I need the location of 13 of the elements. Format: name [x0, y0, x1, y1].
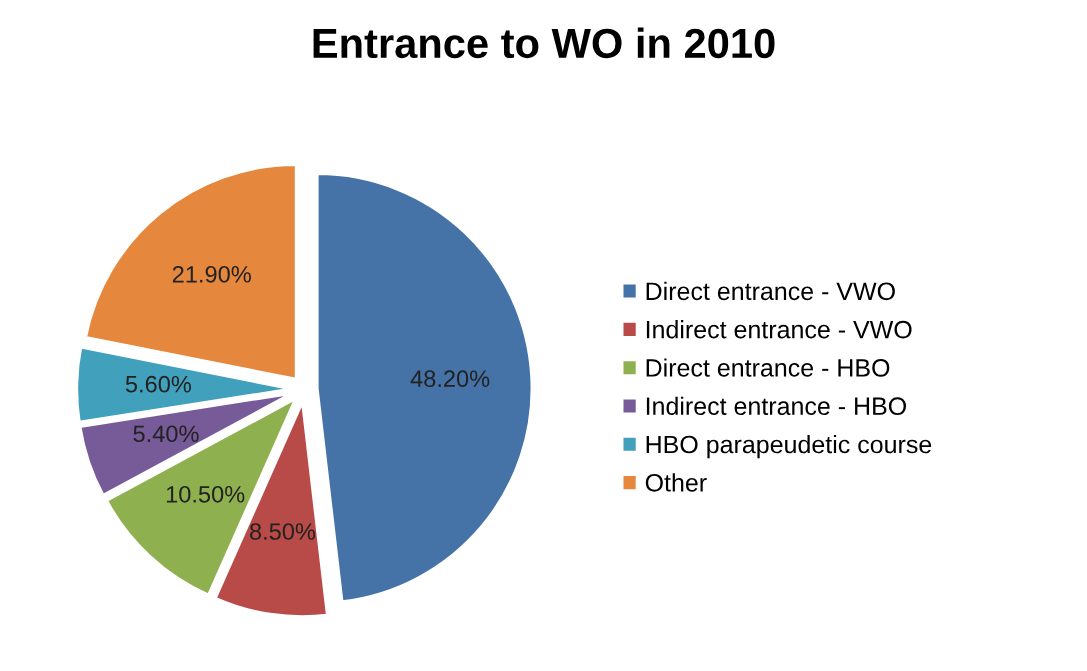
chart-title: Entrance to WO in 2010 [313, 27, 775, 59]
data-label: 5.40% [133, 425, 199, 443]
data-label: 5.60% [125, 375, 192, 393]
legend-label: Indirect entrance - VWO [646, 320, 912, 339]
legend-label: Direct entrance - VWO [646, 281, 895, 301]
data-label: 10.50% [166, 485, 245, 503]
legend-label: Other [645, 473, 707, 492]
data-label: 8.50% [250, 523, 316, 540]
data-label: 21.90% [172, 265, 251, 283]
data-label: 48.20% [410, 370, 490, 388]
legend-label: Direct entrance - HBO [646, 358, 890, 377]
legend-label: Indirect entrance - HBO [646, 396, 907, 416]
legend-label: HBO parapeudetic course [646, 434, 932, 459]
